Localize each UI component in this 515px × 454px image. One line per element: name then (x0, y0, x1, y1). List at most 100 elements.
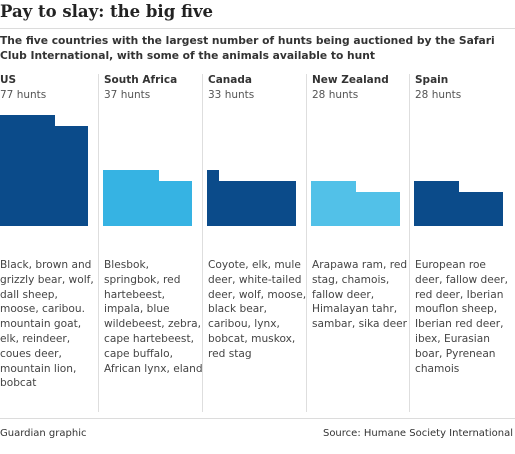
hunt-square (43, 115, 55, 127)
bottom-rule (0, 418, 515, 419)
hunt-square (180, 181, 192, 193)
hunt-square (76, 148, 88, 160)
hunt-square (284, 214, 296, 226)
hunt-square (21, 214, 33, 226)
hunt-square (414, 214, 426, 226)
hunt-square (311, 192, 323, 204)
waffle-grid (103, 118, 204, 226)
hunt-square (425, 192, 437, 204)
hunts-label: 28 hunts (415, 89, 462, 101)
hunt-square (0, 214, 11, 226)
source-note: Source: Humane Society International (322, 428, 513, 439)
hunt-square (21, 159, 33, 171)
hunt-square (65, 170, 77, 182)
hunt-square (273, 203, 285, 215)
hunt-square (262, 203, 274, 215)
chart-subtitle: The five countries with the largest numb… (0, 34, 495, 62)
hunt-square (322, 203, 334, 215)
hunt-square (10, 137, 22, 149)
hunt-square (158, 203, 170, 215)
hunt-square (10, 192, 22, 204)
hunt-square (0, 181, 11, 193)
hunt-square (147, 203, 159, 215)
hunt-square (65, 126, 77, 138)
hunt-square (76, 181, 88, 193)
hunt-square (240, 181, 252, 193)
hunt-square (333, 203, 345, 215)
hunt-square (436, 192, 448, 204)
animals-list: Blesbok, springbok, red hartebeest, impa… (104, 259, 203, 375)
hunt-square (333, 214, 345, 226)
hunt-square (10, 170, 22, 182)
hunt-square (76, 126, 88, 138)
hunt-square (262, 214, 274, 226)
hunt-square (136, 203, 148, 215)
hunt-square (0, 137, 11, 149)
hunt-square (251, 203, 263, 215)
hunt-square (251, 192, 263, 204)
hunt-square (425, 203, 437, 215)
hunt-square (169, 192, 181, 204)
hunt-square (0, 159, 11, 171)
hunt-square (136, 170, 148, 182)
hunt-square (207, 203, 219, 215)
hunts-label: 33 hunts (208, 89, 255, 101)
hunt-square (377, 214, 389, 226)
hunt-square (447, 214, 459, 226)
hunt-square (180, 203, 192, 215)
hunt-square (114, 192, 126, 204)
hunt-square (32, 159, 44, 171)
hunt-square (169, 214, 181, 226)
hunt-square (333, 181, 345, 193)
hunt-square (65, 159, 77, 171)
hunt-square (10, 126, 22, 138)
hunt-square (65, 203, 77, 215)
hunt-square (491, 203, 503, 215)
hunt-square (76, 137, 88, 149)
hunt-square (43, 181, 55, 193)
hunt-square (136, 181, 148, 193)
hunt-square (54, 137, 66, 149)
hunt-square (114, 203, 126, 215)
hunt-square (180, 192, 192, 204)
hunt-square (43, 137, 55, 149)
hunt-square (355, 203, 367, 215)
hunt-square (311, 181, 323, 193)
hunt-square (32, 181, 44, 193)
country-label: Canada (208, 74, 252, 86)
hunt-square (21, 192, 33, 204)
hunt-square (32, 137, 44, 149)
hunt-square (0, 126, 11, 138)
hunt-square (251, 181, 263, 193)
hunt-square (54, 159, 66, 171)
hunt-square (273, 192, 285, 204)
hunt-square (458, 203, 470, 215)
hunt-square (10, 148, 22, 160)
hunt-square (114, 214, 126, 226)
hunt-square (311, 214, 323, 226)
hunt-square (32, 126, 44, 138)
hunt-square (262, 192, 274, 204)
animals-list: European roe deer, fallow deer, red deer… (415, 259, 508, 375)
hunt-square (218, 214, 230, 226)
hunt-square (388, 214, 400, 226)
hunt-square (322, 214, 334, 226)
hunt-square (65, 181, 77, 193)
hunt-square (76, 170, 88, 182)
hunt-square (54, 170, 66, 182)
hunt-square (103, 192, 115, 204)
hunt-square (103, 214, 115, 226)
hunt-square (32, 170, 44, 182)
waffle-grid (0, 115, 100, 226)
hunt-square (218, 181, 230, 193)
hunt-square (240, 214, 252, 226)
hunt-square (344, 192, 356, 204)
hunt-square (284, 203, 296, 215)
hunt-square (21, 181, 33, 193)
hunt-square (480, 203, 492, 215)
column-divider (202, 74, 203, 412)
hunt-square (147, 170, 159, 182)
column-south-africa: South Africa 37 hunts Blesbok, springbok… (103, 74, 204, 414)
hunt-square (322, 181, 334, 193)
hunt-square (414, 192, 426, 204)
